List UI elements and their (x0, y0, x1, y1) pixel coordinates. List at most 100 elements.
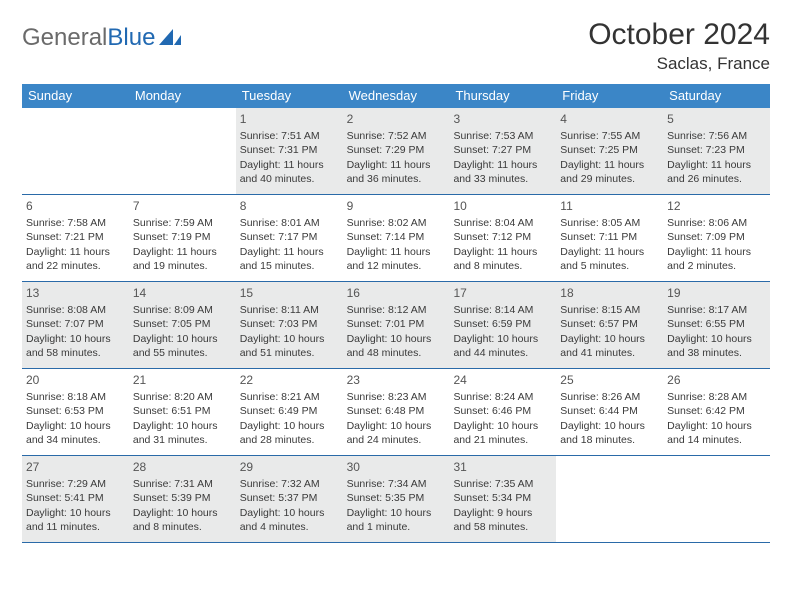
daylight-text: Daylight: 11 hours and 40 minutes. (240, 158, 339, 186)
day-number: 9 (347, 198, 446, 214)
week-row: 6Sunrise: 7:58 AMSunset: 7:21 PMDaylight… (22, 195, 770, 282)
day-cell: 29Sunrise: 7:32 AMSunset: 5:37 PMDayligh… (236, 456, 343, 542)
sunset-text: Sunset: 7:09 PM (667, 230, 766, 244)
sunset-text: Sunset: 7:07 PM (26, 317, 125, 331)
sunrise-text: Sunrise: 8:28 AM (667, 390, 766, 404)
daylight-text: Daylight: 10 hours and 51 minutes. (240, 332, 339, 360)
sunrise-text: Sunrise: 8:14 AM (453, 303, 552, 317)
sunrise-text: Sunrise: 8:05 AM (560, 216, 659, 230)
sunrise-text: Sunrise: 8:11 AM (240, 303, 339, 317)
sunrise-text: Sunrise: 8:06 AM (667, 216, 766, 230)
sunset-text: Sunset: 7:05 PM (133, 317, 232, 331)
sunrise-text: Sunrise: 8:23 AM (347, 390, 446, 404)
day-number: 1 (240, 111, 339, 127)
day-number: 8 (240, 198, 339, 214)
daylight-text: Daylight: 11 hours and 22 minutes. (26, 245, 125, 273)
day-number: 28 (133, 459, 232, 475)
sunrise-text: Sunrise: 7:59 AM (133, 216, 232, 230)
week-row: 20Sunrise: 8:18 AMSunset: 6:53 PMDayligh… (22, 369, 770, 456)
sunrise-text: Sunrise: 7:58 AM (26, 216, 125, 230)
day-number: 13 (26, 285, 125, 301)
sunrise-text: Sunrise: 8:26 AM (560, 390, 659, 404)
day-cell: 25Sunrise: 8:26 AMSunset: 6:44 PMDayligh… (556, 369, 663, 455)
daylight-text: Daylight: 10 hours and 58 minutes. (26, 332, 125, 360)
day-cell: 19Sunrise: 8:17 AMSunset: 6:55 PMDayligh… (663, 282, 770, 368)
day-cell (663, 456, 770, 542)
day-number: 30 (347, 459, 446, 475)
header: GeneralBlue October 2024 Saclas, France (22, 18, 770, 74)
sunrise-text: Sunrise: 7:51 AM (240, 129, 339, 143)
day-cell: 8Sunrise: 8:01 AMSunset: 7:17 PMDaylight… (236, 195, 343, 281)
day-cell: 22Sunrise: 8:21 AMSunset: 6:49 PMDayligh… (236, 369, 343, 455)
day-number: 10 (453, 198, 552, 214)
sunset-text: Sunset: 7:31 PM (240, 143, 339, 157)
day-cell (22, 108, 129, 194)
daylight-text: Daylight: 10 hours and 4 minutes. (240, 506, 339, 534)
weekday-header: Tuesday (236, 84, 343, 108)
daylight-text: Daylight: 11 hours and 5 minutes. (560, 245, 659, 273)
logo-word1: General (22, 24, 107, 52)
logo-sail-icon (159, 27, 181, 47)
sunset-text: Sunset: 7:29 PM (347, 143, 446, 157)
day-cell: 20Sunrise: 8:18 AMSunset: 6:53 PMDayligh… (22, 369, 129, 455)
sunset-text: Sunset: 6:55 PM (667, 317, 766, 331)
day-number: 14 (133, 285, 232, 301)
weekday-header: Wednesday (343, 84, 450, 108)
day-cell: 24Sunrise: 8:24 AMSunset: 6:46 PMDayligh… (449, 369, 556, 455)
daylight-text: Daylight: 11 hours and 12 minutes. (347, 245, 446, 273)
daylight-text: Daylight: 10 hours and 55 minutes. (133, 332, 232, 360)
sunset-text: Sunset: 7:19 PM (133, 230, 232, 244)
month-title: October 2024 (588, 18, 770, 52)
sunrise-text: Sunrise: 8:17 AM (667, 303, 766, 317)
sunset-text: Sunset: 6:48 PM (347, 404, 446, 418)
day-cell: 16Sunrise: 8:12 AMSunset: 7:01 PMDayligh… (343, 282, 450, 368)
day-number: 4 (560, 111, 659, 127)
logo-word2: Blue (107, 24, 155, 52)
day-cell: 17 Sunrise: 8:14 AMSunset: 6:59 PMDayligh… (449, 282, 556, 368)
sunrise-text: Sunrise: 8:20 AM (133, 390, 232, 404)
daylight-text: Daylight: 10 hours and 21 minutes. (453, 419, 552, 447)
sunrise-text: Sunrise: 7:32 AM (240, 477, 339, 491)
day-cell: 9Sunrise: 8:02 AMSunset: 7:14 PMDaylight… (343, 195, 450, 281)
day-cell: 7Sunrise: 7:59 AMSunset: 7:19 PMDaylight… (129, 195, 236, 281)
day-cell: 11Sunrise: 8:05 AMSunset: 7:11 PMDayligh… (556, 195, 663, 281)
sunset-text: Sunset: 7:12 PM (453, 230, 552, 244)
sunrise-text: Sunrise: 8:12 AM (347, 303, 446, 317)
sunset-text: Sunset: 6:44 PM (560, 404, 659, 418)
sunset-text: Sunset: 6:59 PM (453, 317, 552, 331)
sunrise-text: Sunrise: 8:18 AM (26, 390, 125, 404)
weekday-header: Sunday (22, 84, 129, 108)
daylight-text: Daylight: 10 hours and 44 minutes. (453, 332, 552, 360)
sunrise-text: Sunrise: 8:21 AM (240, 390, 339, 404)
day-number: 27 (26, 459, 125, 475)
daylight-text: Daylight: 10 hours and 31 minutes. (133, 419, 232, 447)
day-number: 22 (240, 372, 339, 388)
sunset-text: Sunset: 7:23 PM (667, 143, 766, 157)
day-number: 21 (133, 372, 232, 388)
day-cell: 26Sunrise: 8:28 AMSunset: 6:42 PMDayligh… (663, 369, 770, 455)
sunrise-text: Sunrise: 8:08 AM (26, 303, 125, 317)
day-number: 23 (347, 372, 446, 388)
week-row: 1Sunrise: 7:51 AMSunset: 7:31 PMDaylight… (22, 108, 770, 195)
sunset-text: Sunset: 7:14 PM (347, 230, 446, 244)
day-number: 25 (560, 372, 659, 388)
daylight-text: Daylight: 11 hours and 19 minutes. (133, 245, 232, 273)
sunrise-text: Sunrise: 8:04 AM (453, 216, 552, 230)
weekday-header: Thursday (449, 84, 556, 108)
daylight-text: Daylight: 11 hours and 36 minutes. (347, 158, 446, 186)
sunset-text: Sunset: 6:51 PM (133, 404, 232, 418)
day-cell: 12Sunrise: 8:06 AMSunset: 7:09 PMDayligh… (663, 195, 770, 281)
daylight-text: Daylight: 10 hours and 41 minutes. (560, 332, 659, 360)
sunrise-text: Sunrise: 8:24 AM (453, 390, 552, 404)
weekday-header: Monday (129, 84, 236, 108)
daylight-text: Daylight: 10 hours and 34 minutes. (26, 419, 125, 447)
day-number: 17 (453, 285, 552, 301)
day-cell: 13 Sunrise: 8:08 AMSunset: 7:07 PMDayligh… (22, 282, 129, 368)
day-number: 26 (667, 372, 766, 388)
sunrise-text: Sunrise: 7:34 AM (347, 477, 446, 491)
day-cell: 3Sunrise: 7:53 AMSunset: 7:27 PMDaylight… (449, 108, 556, 194)
day-cell (556, 456, 663, 542)
day-cell: 15Sunrise: 8:11 AMSunset: 7:03 PMDayligh… (236, 282, 343, 368)
sunset-text: Sunset: 5:35 PM (347, 491, 446, 505)
sunrise-text: Sunrise: 7:31 AM (133, 477, 232, 491)
